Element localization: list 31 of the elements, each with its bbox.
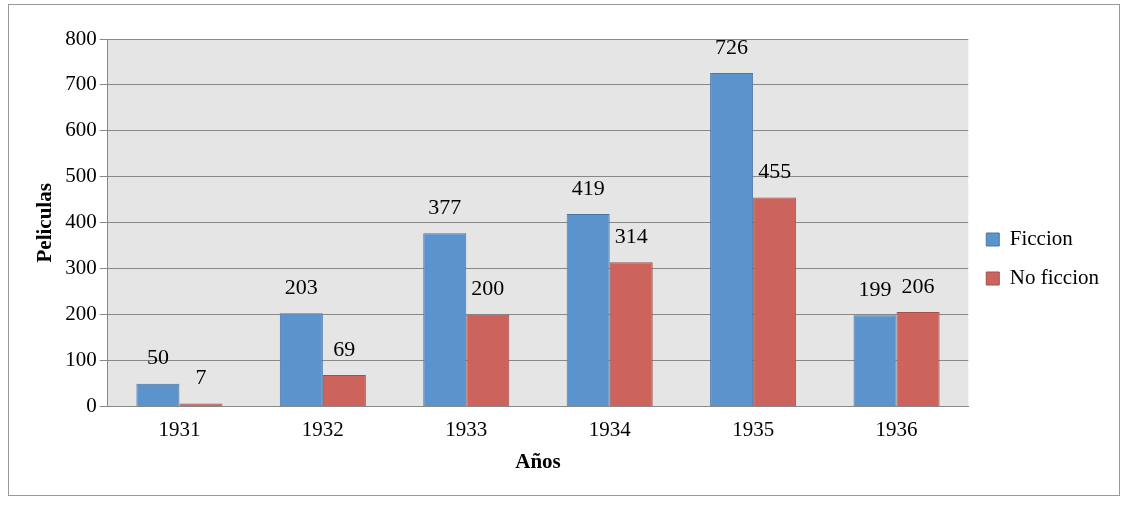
y-axis-title: Peliculas [32, 183, 57, 263]
data-label: 206 [901, 272, 935, 298]
legend-label: Ficcion [1009, 226, 1074, 251]
y-tick-label: 100 [65, 347, 97, 372]
x-tick-label: 1933 [445, 416, 488, 441]
y-tick-label: 400 [65, 209, 97, 234]
data-label: 7 [195, 364, 207, 390]
x-tick-label: 1931 [158, 416, 201, 441]
x-axis-title: Años [515, 448, 561, 473]
y-tick-label: 200 [65, 301, 97, 326]
y-tick-label: 600 [65, 117, 97, 142]
y-tick-label: 700 [65, 71, 97, 96]
data-label: 50 [146, 344, 169, 370]
data-label: 455 [758, 158, 792, 184]
data-label: 203 [284, 274, 318, 300]
x-tick-label: 1935 [732, 416, 775, 441]
data-label: 69 [333, 335, 356, 361]
data-label: 199 [858, 275, 892, 301]
x-tick-label: 1936 [875, 416, 918, 441]
legend-label: No ficcion [1009, 265, 1100, 290]
data-label: 726 [715, 33, 749, 59]
data-label: 314 [614, 223, 648, 249]
y-tick-label: 500 [65, 163, 97, 188]
data-label: 377 [428, 194, 462, 220]
x-tick-label: 1934 [588, 416, 632, 441]
y-tick-label: 0 [86, 393, 97, 418]
x-tick-label: 1932 [301, 416, 344, 441]
data-label: 200 [471, 275, 505, 301]
data-label: 419 [571, 174, 605, 200]
y-tick-label: 800 [65, 25, 97, 50]
y-tick-label: 300 [65, 255, 97, 280]
